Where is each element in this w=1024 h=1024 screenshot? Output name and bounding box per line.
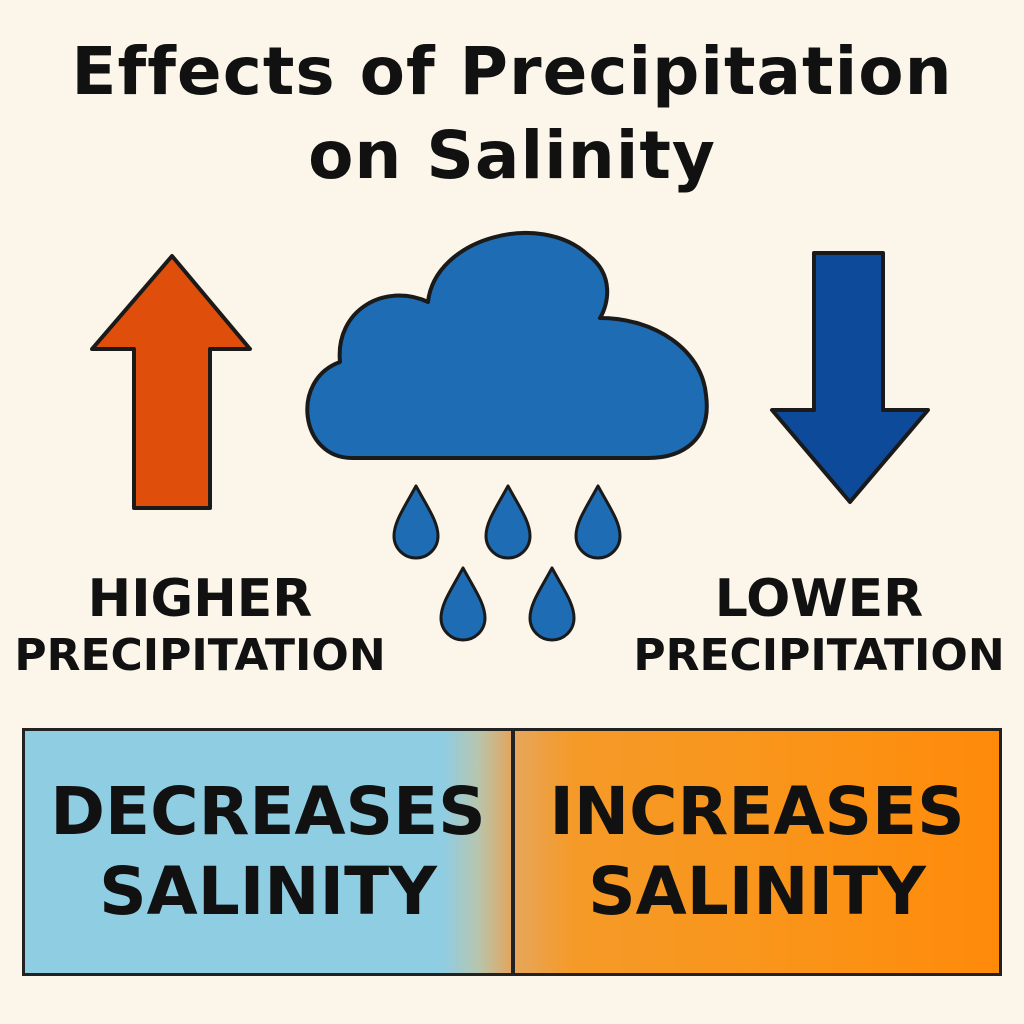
down-arrow-icon (770, 251, 930, 504)
page-title: Effects of Precipitation on Salinity (0, 30, 1024, 198)
lower-label-line-1: LOWER (714, 569, 924, 629)
lower-label-line-2: PRECIPITATION (633, 630, 1005, 681)
decreases-salinity-box: DECREASES SALINITY (22, 728, 514, 976)
raindrop-icon (574, 484, 622, 560)
rain-cloud-icon (305, 231, 709, 460)
raindrops (392, 484, 622, 642)
lower-precipitation-label: LOWER PRECIPITATION (626, 568, 1012, 682)
increase-box-line-1: INCREASES (549, 773, 965, 850)
raindrop-icon (528, 566, 576, 642)
increases-salinity-box: INCREASES SALINITY (512, 728, 1002, 976)
decrease-box-line-2: SALINITY (99, 853, 437, 930)
raindrop-icon (484, 484, 532, 560)
title-line-2: on Salinity (308, 117, 716, 194)
higher-label-line-2: PRECIPITATION (14, 630, 386, 681)
up-arrow-icon (90, 254, 252, 510)
decrease-box-line-1: DECREASES (50, 773, 486, 850)
increase-box-line-2: SALINITY (588, 853, 926, 930)
title-line-1: Effects of Precipitation (71, 33, 953, 110)
higher-precipitation-label: HIGHER PRECIPITATION (10, 568, 390, 682)
raindrop-icon (439, 566, 487, 642)
higher-label-line-1: HIGHER (87, 569, 313, 629)
raindrop-icon (392, 484, 440, 560)
